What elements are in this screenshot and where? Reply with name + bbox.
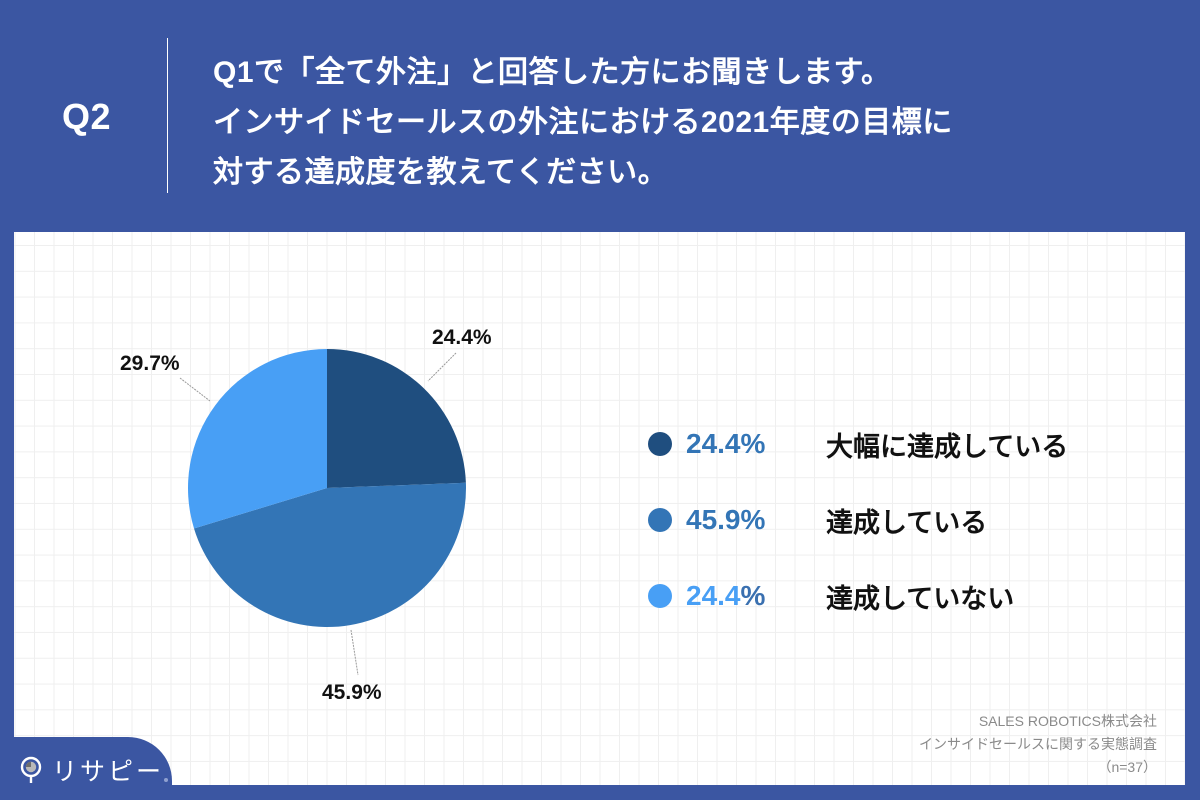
question-line-1: Q1で「全て外注」と回答した方にお聞きします。 [213, 56, 892, 89]
leader-line-slice1 [427, 352, 457, 382]
legend-dot-dark [648, 432, 672, 456]
legend-dot-light [648, 584, 672, 608]
chart-panel: 24.4% 45.9% 29.7% 24.4% 大幅に達成している 45.9% … [14, 232, 1185, 785]
leader-line-slice2 [350, 629, 359, 676]
leader-line-slice3 [179, 377, 211, 402]
legend-label: 達成していない [826, 583, 1015, 614]
legend-item: 45.9% 達成している [648, 482, 1068, 558]
source-note: SALES ROBOTICS株式会社 インサイドセールスに関する実態調査 （n=… [919, 710, 1157, 779]
question-line-2: インサイドセールスの外注における2021年度の目標に [213, 106, 953, 139]
logo-registered-dot [164, 778, 169, 782]
question-number: Q2 [62, 96, 112, 137]
question-line-3: 対する達成度を教えてください。 [213, 156, 669, 189]
brand-logo: リサピー [20, 752, 169, 788]
pie-label-slice2: 45.9% [322, 681, 382, 704]
pie-slice-mid [194, 482, 467, 627]
pie-chart [179, 349, 467, 676]
legend-percentage: 45.9% [686, 504, 766, 535]
header-divider [167, 38, 168, 193]
source-sample-size: （n=37） [1097, 759, 1157, 775]
legend-percentage: 24.4% [686, 580, 766, 611]
legend-item: 24.4% 達成していない [648, 558, 1068, 634]
map-pin-pie-icon [20, 756, 42, 783]
source-company: SALES ROBOTICS株式会社 [978, 713, 1157, 729]
chart-legend: 24.4% 大幅に達成している 45.9% 達成している 24.4% 達成してい… [648, 406, 1068, 634]
legend-item: 24.4% 大幅に達成している [648, 406, 1068, 482]
logo-text: リサピー [52, 758, 165, 786]
legend-label: 達成している [826, 507, 988, 538]
legend-percentage: 24.4% [686, 428, 766, 459]
pie-label-slice1: 24.4% [432, 326, 492, 349]
legend-label: 大幅に達成している [826, 431, 1069, 462]
question-text: Q1で「全て外注」と回答した方にお聞きします。 インサイドセールスの外注における… [213, 48, 953, 198]
pie-slice-dark [327, 349, 466, 488]
question-header: Q2 Q1で「全て外注」と回答した方にお聞きします。 インサイドセールスの外注に… [0, 0, 1200, 232]
source-survey: インサイドセールスに関する実態調査 [919, 736, 1157, 752]
legend-dot-mid [648, 508, 672, 532]
pie-label-slice3: 29.7% [120, 352, 180, 375]
pie-slice-light [188, 349, 327, 529]
